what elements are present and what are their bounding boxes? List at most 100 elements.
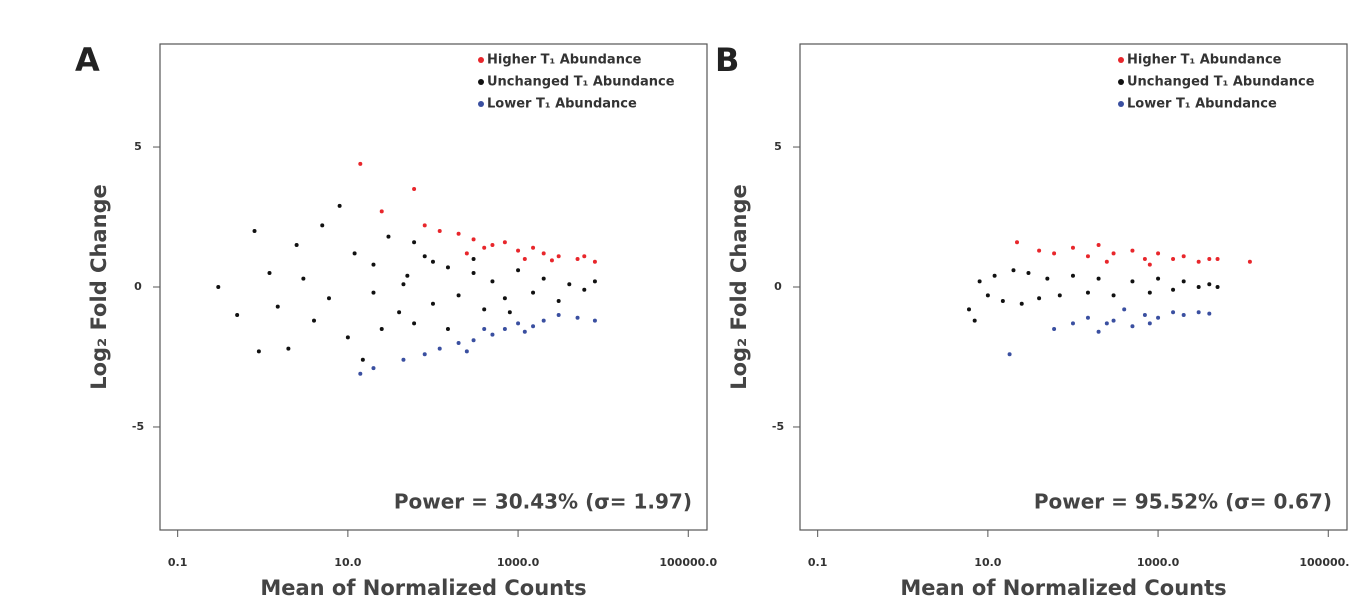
point bbox=[1181, 312, 1186, 317]
point bbox=[412, 321, 417, 326]
point bbox=[1196, 310, 1201, 315]
y-axis-title: Log₂ Fold Change bbox=[87, 184, 111, 390]
point bbox=[412, 240, 417, 245]
plot-frame bbox=[159, 43, 708, 531]
point bbox=[1171, 257, 1176, 262]
legend-label: Higher T₁ Abundance bbox=[1127, 53, 1282, 68]
annotation: Power = 95.52% (σ= 0.67) bbox=[1034, 490, 1332, 514]
point bbox=[1026, 271, 1031, 276]
point bbox=[582, 254, 587, 259]
point bbox=[490, 332, 495, 337]
point bbox=[1019, 301, 1024, 306]
point bbox=[445, 326, 450, 331]
point bbox=[1181, 254, 1186, 259]
point bbox=[1096, 243, 1101, 248]
y-tick-label: -5 bbox=[772, 420, 784, 433]
legend-marker bbox=[1118, 101, 1124, 107]
y-tick-label: 0 bbox=[774, 280, 782, 293]
point bbox=[1052, 326, 1057, 331]
point bbox=[592, 259, 597, 264]
point bbox=[1142, 257, 1147, 262]
x-tick-label: 100000.0 bbox=[659, 556, 717, 569]
point bbox=[397, 310, 402, 315]
point bbox=[1130, 324, 1135, 329]
point bbox=[252, 229, 257, 234]
point bbox=[1122, 307, 1127, 312]
legend-label: Unchanged T₁ Abundance bbox=[1127, 75, 1315, 90]
point bbox=[386, 234, 391, 239]
point bbox=[235, 312, 240, 317]
point bbox=[516, 248, 521, 253]
legend-marker bbox=[478, 79, 484, 85]
point bbox=[345, 335, 350, 340]
y-tick-label: 5 bbox=[774, 140, 782, 153]
point bbox=[422, 254, 427, 259]
point bbox=[1037, 248, 1042, 253]
point bbox=[1111, 251, 1116, 256]
point bbox=[1096, 276, 1101, 281]
point bbox=[1111, 293, 1116, 298]
point bbox=[1052, 251, 1057, 256]
point bbox=[556, 312, 561, 317]
point bbox=[320, 223, 325, 228]
point bbox=[471, 338, 476, 343]
point bbox=[401, 282, 406, 287]
legend-label: Higher T₁ Abundance bbox=[487, 53, 642, 68]
y-tick-label: 0 bbox=[134, 280, 142, 293]
point bbox=[482, 245, 487, 250]
point bbox=[575, 315, 580, 320]
point bbox=[541, 276, 546, 281]
point bbox=[977, 279, 982, 284]
point bbox=[1011, 268, 1016, 273]
y-tick-label: 5 bbox=[134, 140, 142, 153]
point bbox=[267, 271, 272, 276]
point bbox=[1147, 262, 1152, 267]
x-axis-title: Mean of Normalized Counts bbox=[260, 576, 586, 599]
point bbox=[502, 240, 507, 245]
point bbox=[352, 251, 357, 256]
point bbox=[464, 251, 469, 256]
point bbox=[1130, 279, 1135, 284]
point bbox=[216, 285, 221, 289]
point bbox=[471, 257, 476, 262]
x-tick-label: 1000.0 bbox=[1137, 556, 1180, 569]
point bbox=[482, 307, 487, 312]
panel-label: A bbox=[75, 41, 100, 79]
point bbox=[1196, 285, 1201, 289]
point bbox=[1104, 321, 1109, 326]
point bbox=[1000, 298, 1005, 303]
point bbox=[1207, 257, 1212, 262]
point bbox=[1130, 248, 1135, 253]
point bbox=[1156, 251, 1161, 256]
point bbox=[401, 357, 406, 362]
point bbox=[1147, 290, 1152, 295]
point bbox=[1037, 296, 1042, 301]
point bbox=[471, 237, 476, 242]
point bbox=[286, 346, 291, 351]
point bbox=[379, 209, 384, 214]
point bbox=[1207, 282, 1212, 287]
point bbox=[490, 243, 495, 248]
point bbox=[556, 254, 561, 259]
point bbox=[1171, 310, 1176, 315]
point bbox=[992, 273, 997, 278]
point bbox=[985, 293, 990, 298]
point bbox=[592, 318, 597, 323]
annotation: Power = 30.43% (σ= 1.97) bbox=[394, 490, 692, 514]
point bbox=[1007, 352, 1012, 357]
point bbox=[437, 346, 442, 351]
legend-label: Lower T₁ Abundance bbox=[1127, 97, 1277, 112]
point bbox=[1057, 293, 1062, 298]
point bbox=[312, 318, 317, 323]
point bbox=[326, 296, 331, 301]
point bbox=[405, 273, 410, 278]
point bbox=[456, 231, 461, 236]
legend-marker bbox=[478, 57, 484, 63]
point bbox=[256, 349, 261, 354]
point bbox=[1171, 287, 1176, 292]
point bbox=[1070, 245, 1075, 250]
point bbox=[1085, 254, 1090, 259]
point bbox=[972, 318, 977, 323]
point bbox=[464, 349, 469, 354]
point bbox=[456, 293, 461, 298]
